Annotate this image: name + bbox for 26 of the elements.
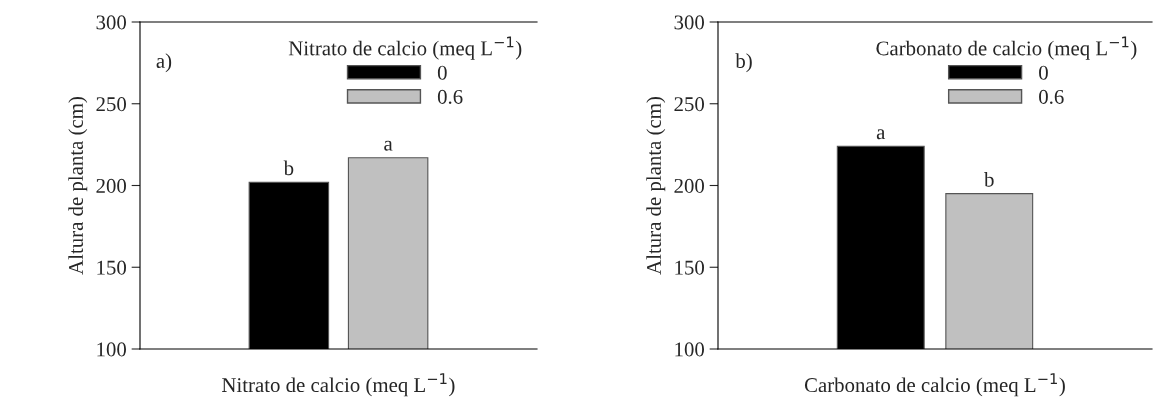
y-tick-label: 250 xyxy=(674,97,705,112)
x-axis-title: Nitrato de calcio (meq L$^{−1}$) xyxy=(222,373,455,397)
data-label: b xyxy=(984,172,994,187)
data-label: a xyxy=(384,140,393,151)
annotation: b) xyxy=(735,53,752,73)
y-tick-label: 300 xyxy=(674,15,705,30)
annotation: a) xyxy=(156,53,172,73)
y-tick-label: 300 xyxy=(96,15,127,30)
data-label: a xyxy=(876,129,886,140)
y-axis-title: Altura de planta (cm) xyxy=(68,97,88,275)
data-label: b xyxy=(283,160,294,176)
legend-label: 0.6 xyxy=(1039,89,1064,104)
legend-label: 0.6 xyxy=(437,89,463,104)
legend-title: Nitrato de calcio (meq L$^{−1}$) xyxy=(288,36,522,60)
legend-title: Carbonato de calcio (meq L$^{−1}$) xyxy=(876,36,1137,60)
legend-label: 0 xyxy=(1039,65,1048,80)
y-tick-label: 100 xyxy=(97,342,127,357)
y-tick-label: 150 xyxy=(97,260,127,275)
y-tick-label: 150 xyxy=(675,260,705,275)
y-tick-label: 100 xyxy=(675,342,705,357)
y-axis-title: Altura de planta (cm) xyxy=(646,97,666,275)
legend-label: 0 xyxy=(437,65,447,80)
y-tick-label: 250 xyxy=(96,97,127,112)
y-tick-label: 200 xyxy=(674,178,705,193)
x-axis-title: Carbonato de calcio (meq L$^{−1}$) xyxy=(804,373,1065,397)
y-tick-label: 200 xyxy=(96,178,127,193)
